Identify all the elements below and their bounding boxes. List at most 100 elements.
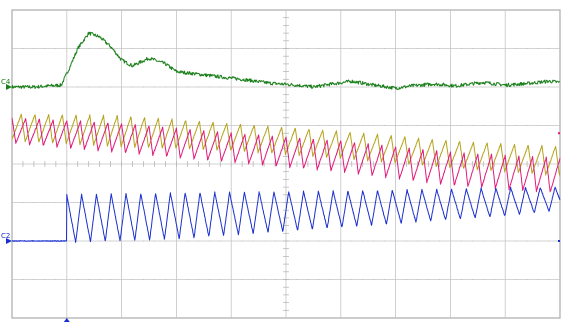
- grid-dot: [329, 279, 331, 280]
- grid-dot: [154, 240, 155, 242]
- grid-dot: [33, 202, 35, 203]
- grid-dot: [263, 279, 265, 280]
- marker-label-c4: C4: [1, 78, 11, 86]
- grid-dot: [77, 240, 79, 242]
- grid-dot: [548, 48, 550, 49]
- grid-dot: [208, 279, 210, 280]
- grid-dot: [428, 279, 429, 280]
- grid-dot: [219, 86, 221, 88]
- grid-dot: [548, 86, 550, 88]
- grid-dot: [384, 240, 386, 242]
- grid-dot: [186, 279, 188, 280]
- grid-dot: [274, 48, 276, 49]
- grid-dot: [428, 202, 429, 203]
- grid-dot: [143, 125, 144, 126]
- grid-dot: [482, 86, 484, 88]
- grid-dot: [186, 125, 188, 126]
- grid-dot: [208, 125, 210, 126]
- grid-dot: [132, 86, 133, 88]
- grid-dot: [154, 279, 155, 280]
- grid-dot: [373, 125, 375, 126]
- grid-dot: [110, 240, 112, 242]
- grid-dot: [417, 279, 418, 280]
- grid-dot: [515, 240, 517, 242]
- grid-dot: [296, 202, 298, 203]
- grid-dot: [439, 86, 440, 88]
- grid-dot: [307, 202, 309, 203]
- grid-dot: [406, 240, 407, 242]
- grid-dot: [296, 125, 298, 126]
- grid-dot: [460, 240, 462, 242]
- grid-dot: [274, 240, 276, 242]
- grid-dot: [384, 279, 386, 280]
- grid-dot: [460, 202, 462, 203]
- grid-dot: [252, 240, 254, 242]
- grid-dot: [417, 125, 418, 126]
- grid-dot: [537, 240, 539, 242]
- grid-dot: [252, 279, 254, 280]
- right-marker: [558, 132, 560, 135]
- grid-dot: [548, 202, 550, 203]
- grid-dot: [406, 125, 407, 126]
- trace-c2: [11, 186, 561, 243]
- grid-dot: [132, 202, 133, 203]
- grid-dot: [537, 86, 539, 88]
- grid-dot: [241, 202, 243, 203]
- grid-dot: [88, 240, 90, 242]
- grid-dot: [274, 125, 276, 126]
- grid-dot: [307, 279, 309, 280]
- grid-dot: [44, 48, 46, 49]
- grid-dot: [219, 202, 221, 203]
- grid-dot: [384, 48, 386, 49]
- grid-dot: [318, 86, 320, 88]
- grid-dot: [471, 125, 473, 126]
- grid-dot: [165, 48, 166, 49]
- grid-dot: [439, 240, 440, 242]
- grid-dot: [22, 202, 24, 203]
- grid-dot: [197, 240, 199, 242]
- grid-dot: [263, 125, 265, 126]
- grid-dot: [373, 86, 375, 88]
- grid-dot: [526, 279, 528, 280]
- grid-dot: [526, 125, 528, 126]
- grid-dot: [77, 279, 79, 280]
- grid-dot: [274, 202, 276, 203]
- grid-dot: [132, 240, 133, 242]
- grid-dot: [44, 279, 46, 280]
- grid-dot: [526, 240, 528, 242]
- grid-dot: [88, 279, 90, 280]
- grid-dot: [439, 202, 440, 203]
- grid-dot: [263, 202, 265, 203]
- grid-dot: [493, 48, 495, 49]
- grid-dot: [165, 279, 166, 280]
- grid-dot: [439, 279, 440, 280]
- grid-dot: [329, 48, 331, 49]
- grid-dot: [110, 86, 112, 88]
- grid-dot: [428, 125, 429, 126]
- grid-dot: [252, 202, 254, 203]
- grid-dot: [110, 125, 112, 126]
- grid-dot: [241, 240, 243, 242]
- grid-dot: [493, 202, 495, 203]
- grid-dot: [537, 279, 539, 280]
- grid-dot: [428, 48, 429, 49]
- grid-dot: [263, 86, 265, 88]
- marker-c4: C4: [1, 78, 12, 90]
- grid-dot: [351, 86, 353, 88]
- grid-dot: [351, 48, 353, 49]
- marker-arrow-c4: [6, 84, 12, 90]
- grid-dot: [362, 279, 364, 280]
- grid-dot: [482, 125, 484, 126]
- marker-arrow-c2: [6, 238, 12, 244]
- grid-dot: [526, 86, 528, 88]
- grid-dot: [99, 125, 101, 126]
- grid-dot: [417, 240, 418, 242]
- grid-dot: [307, 240, 309, 242]
- grid-dot: [482, 202, 484, 203]
- grid-dot: [99, 202, 101, 203]
- grid-dot: [99, 48, 101, 49]
- grid-dot: [351, 279, 353, 280]
- grid-dot: [384, 202, 386, 203]
- grid-dot: [460, 279, 462, 280]
- grid-dot: [460, 48, 462, 49]
